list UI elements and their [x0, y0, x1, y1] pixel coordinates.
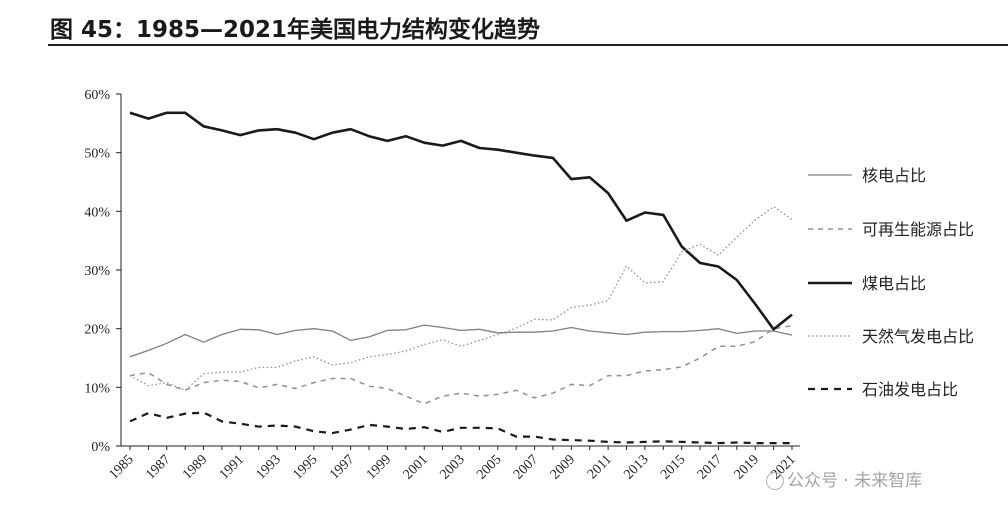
x-tick-label: 2007: [511, 452, 541, 482]
series-layer: [129, 111, 793, 445]
legend-label: 石油发电占比: [862, 380, 958, 399]
x-tick-label: 1995: [290, 452, 320, 482]
x-tick-label: 2015: [658, 452, 688, 482]
series-line-1: [129, 324, 793, 358]
watermark: 公众号 · 未来智库: [766, 466, 922, 491]
page-title: 图 45：1985—2021年美国电力结构变化趋势: [50, 17, 541, 43]
x-tick-label: 1989: [180, 452, 210, 482]
series-line-4: [129, 205, 793, 391]
x-tick-label: 1997: [327, 452, 357, 482]
x-tick-label: 2011: [585, 452, 615, 482]
legend-label: 煤电占比: [862, 274, 926, 293]
y-tick-label: 10%: [84, 381, 110, 396]
series-line-2: [129, 324, 793, 405]
y-tick-label: 30%: [84, 264, 110, 279]
x-tick-label: 2001: [401, 452, 431, 482]
x-tick-label: 2005: [474, 452, 504, 482]
y-tick-label: 20%: [84, 323, 110, 338]
x-tick-label: 1985: [106, 452, 136, 482]
x-tick-label: 1993: [254, 452, 284, 482]
x-tick-label: 2013: [621, 452, 651, 482]
legend-label: 核电占比: [862, 166, 926, 185]
x-tick-label: 1999: [364, 452, 394, 482]
x-tick-label: 2019: [732, 452, 762, 482]
legend-label: 可再生能源占比: [862, 220, 974, 239]
y-tick-label: 0%: [91, 440, 110, 455]
x-tick-label: 2017: [695, 452, 725, 482]
series-line-5: [129, 411, 792, 445]
x-tick-label: 2003: [437, 452, 467, 482]
x-tick-label: 1991: [217, 452, 247, 482]
title-divider: [48, 44, 1008, 46]
series-line-3: [129, 111, 793, 331]
x-tick-label: 2009: [548, 452, 578, 482]
wechat-icon: [766, 472, 784, 490]
y-tick-label: 60%: [84, 88, 110, 103]
y-tick-label: 50%: [84, 147, 110, 162]
legend-label: 天然气发电占比: [862, 327, 974, 346]
y-tick-label: 40%: [84, 205, 110, 220]
chart-axes: 0% 10% 20% 30% 40% 50% 60% 1985 1987 1989 1991 1993…: [84, 88, 800, 483]
x-tick-label: 1987: [143, 452, 173, 482]
watermark-text: 公众号 · 未来智库: [787, 471, 923, 491]
